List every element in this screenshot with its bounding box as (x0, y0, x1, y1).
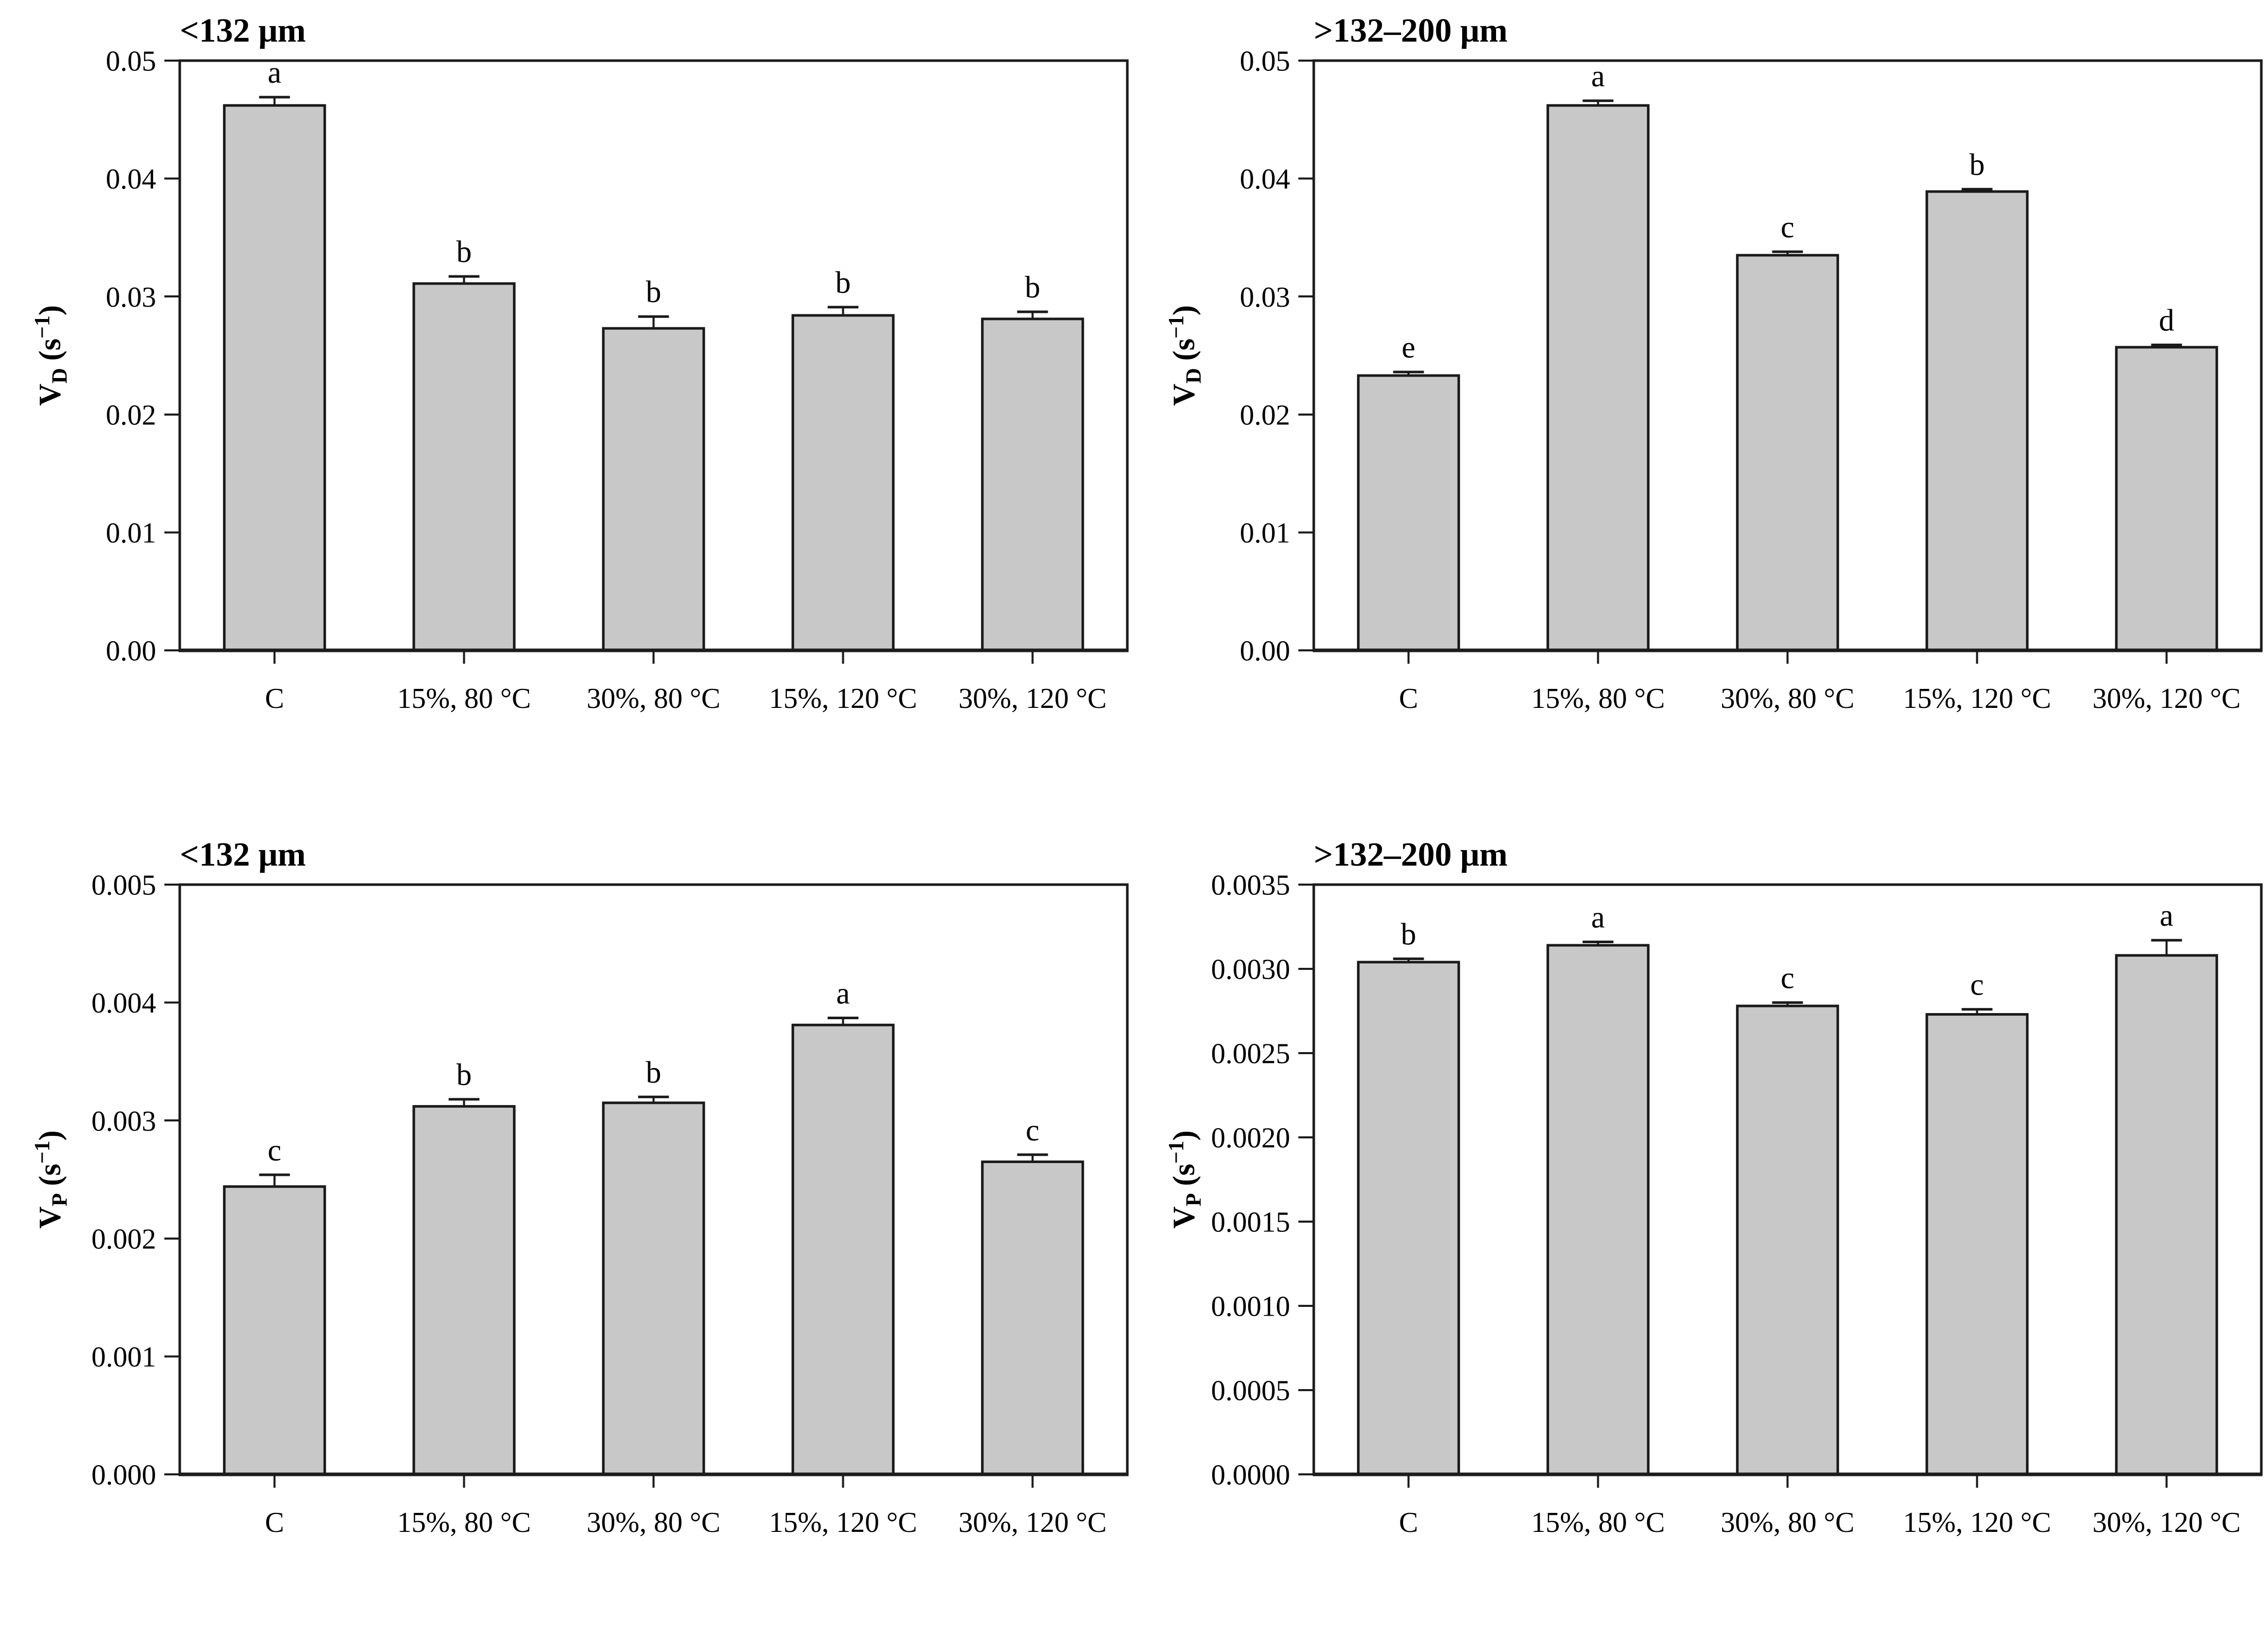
significance-letter: c (268, 1133, 281, 1167)
y-tick-label: 0.0030 (1211, 954, 1290, 986)
y-tick-label: 0.0015 (1211, 1207, 1290, 1239)
x-tick-label: 30%, 80 °C (1721, 1507, 1854, 1539)
chart-panel-0: <132 μm VD(s−1) 0.00 0.01 0.02 0.03 0.04 0.05… (0, 0, 1134, 824)
significance-letter: a (1591, 59, 1605, 93)
chart-panel-1: >132–200 μm VD(s−1) 0.00 0.01 0.02 0.03 0.04… (1134, 0, 2268, 824)
y-tick-label: 0.0000 (1211, 1459, 1290, 1491)
bar (2115, 346, 2218, 652)
x-tick-label: 30%, 80 °C (587, 683, 720, 715)
significance-letter: c (1781, 210, 1794, 244)
significance-letter: d (2159, 303, 2175, 337)
bar (791, 1023, 895, 1476)
significance-letter: b (457, 235, 472, 269)
y-tick-label: 0.03 (106, 282, 156, 313)
x-tick-label: C (265, 683, 284, 715)
panel-title: >132–200 μm (1314, 12, 1508, 49)
significance-letter: b (1401, 917, 1416, 951)
bar (981, 1160, 1084, 1476)
bar (223, 104, 326, 652)
bar (412, 282, 516, 652)
y-tick-label: 0.0005 (1211, 1375, 1290, 1407)
y-tick-label: 0.0035 (1211, 870, 1290, 902)
bar (1925, 190, 2029, 652)
bar (602, 1101, 705, 1476)
y-tick-label: 0.0025 (1211, 1038, 1290, 1070)
x-tick-label: 15%, 120 °C (769, 683, 917, 715)
plot-area: 0.0000 0.0005 0.0010 0.0015 0.0020 0.0025 0.00… (1211, 870, 2263, 1539)
x-tick-label: 30%, 120 °C (958, 683, 1106, 715)
bar (2115, 954, 2218, 1476)
y-tick-label: 0.02 (106, 399, 156, 431)
significance-letter: b (646, 1055, 662, 1089)
y-tick-label: 0.05 (106, 46, 156, 78)
y-tick-label: 0.003 (91, 1106, 156, 1137)
panel-title: <132 μm (180, 836, 306, 873)
y-tick-label: 0.004 (91, 987, 156, 1019)
y-tick-label: 0.01 (1240, 517, 1290, 549)
x-tick-label: 30%, 120 °C (2092, 1507, 2240, 1539)
x-tick-label: 30%, 80 °C (587, 1507, 720, 1539)
significance-letter: b (1970, 147, 1985, 181)
bar (1357, 961, 1460, 1476)
x-tick-label: 15%, 80 °C (397, 683, 531, 715)
y-tick-label: 0.005 (91, 870, 156, 902)
y-tick-label: 0.00 (106, 635, 156, 667)
significance-letter: c (1026, 1113, 1040, 1147)
bar (981, 317, 1084, 652)
significance-letter: a (2160, 898, 2174, 932)
significance-letter: b (1025, 270, 1041, 304)
plot-area: 0.00 0.01 0.02 0.03 0.04 0.05 e Ca 15%, 80 °C c 30… (1240, 46, 2263, 715)
x-tick-label: 15%, 80 °C (1531, 683, 1665, 715)
bar (791, 314, 895, 652)
y-tick-label: 0.02 (1240, 399, 1290, 431)
y-tick-label: 0.00 (1240, 635, 1290, 667)
panel-title: <132 μm (180, 12, 306, 49)
significance-letter: b (646, 275, 662, 309)
x-tick-label: 15%, 120 °C (769, 1507, 917, 1539)
bar (1736, 254, 1839, 652)
significance-letter: a (1591, 901, 1605, 934)
chart-panel-3: >132–200 μm VP(s−1) 0.0000 0.0005 0.0010 0.… (1134, 824, 2268, 1648)
x-tick-label: 30%, 80 °C (1721, 683, 1854, 715)
bar (1357, 374, 1460, 652)
panel-title: >132–200 μm (1314, 836, 1508, 873)
bar (1546, 104, 1650, 652)
bar (223, 1185, 326, 1476)
bar (1925, 1013, 2029, 1476)
significance-letter: b (836, 266, 851, 299)
y-tick-label: 0.0020 (1211, 1122, 1290, 1154)
y-tick-label: 0.000 (91, 1459, 156, 1491)
significance-letter: c (1781, 961, 1794, 995)
significance-letter: a (836, 976, 850, 1010)
x-tick-label: 30%, 120 °C (958, 1507, 1106, 1539)
y-tick-label: 0.0010 (1211, 1291, 1290, 1323)
y-tick-label: 0.03 (1240, 282, 1290, 313)
y-tick-label: 0.04 (1240, 163, 1290, 195)
x-tick-label: C (1399, 683, 1418, 715)
bar (1546, 944, 1650, 1476)
significance-letter: b (457, 1058, 472, 1092)
x-tick-label: C (265, 1507, 284, 1539)
bar (412, 1105, 516, 1476)
bar (602, 327, 705, 652)
x-tick-label: 15%, 80 °C (397, 1507, 531, 1539)
x-tick-label: 30%, 120 °C (2092, 683, 2240, 715)
significance-letter: e (1402, 330, 1415, 364)
bar (1736, 1004, 1839, 1476)
y-tick-label: 0.01 (106, 517, 156, 549)
significance-letter: c (1970, 968, 1984, 1002)
y-tick-label: 0.04 (106, 163, 156, 195)
y-tick-label: 0.05 (1240, 46, 1290, 78)
x-tick-label: 15%, 80 °C (1531, 1507, 1665, 1539)
chart-panel-2: <132 μm VP(s−1) 0.000 0.001 0.002 0.003 0.00… (0, 824, 1134, 1648)
x-tick-label: C (1399, 1507, 1418, 1539)
y-tick-label: 0.002 (91, 1223, 156, 1255)
x-tick-label: 15%, 120 °C (1903, 683, 2051, 715)
y-tick-label: 0.001 (91, 1341, 156, 1373)
plot-area: 0.000 0.001 0.002 0.003 0.004 0.005 c Cb 15%, 80… (91, 870, 1129, 1539)
x-tick-label: 15%, 120 °C (1903, 1507, 2051, 1539)
